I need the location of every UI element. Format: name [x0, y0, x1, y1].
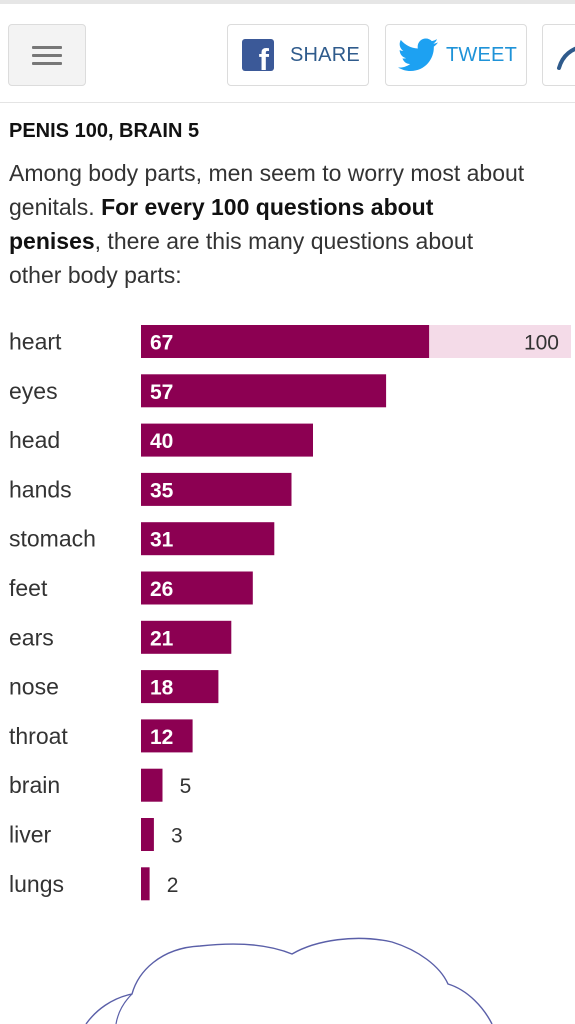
category-label-brain: brain	[9, 772, 60, 798]
menu-button[interactable]	[8, 24, 86, 86]
bar-lungs	[141, 867, 150, 901]
value-label-throat: 12	[150, 726, 173, 749]
more-share-icon	[557, 46, 575, 70]
cloud-illustration	[85, 937, 493, 1024]
bar-nose	[141, 670, 219, 704]
value-label-head: 40	[150, 430, 173, 453]
value-label-liver: 3	[171, 825, 183, 848]
bar-throat	[141, 719, 193, 753]
category-label-stomach: stomach	[9, 526, 96, 552]
value-label-lungs: 2	[167, 874, 179, 897]
intro-paragraph: Among body parts, men seem to worry most…	[9, 156, 529, 292]
bar-hands	[141, 472, 292, 506]
more-share-button[interactable]	[542, 24, 575, 86]
category-label-liver: liver	[9, 822, 52, 848]
intro-text-start: Among body parts, men seem to worry most…	[9, 160, 525, 220]
value-label-stomach: 31	[150, 529, 174, 552]
category-label-throat: throat	[9, 723, 68, 749]
bar-ears	[141, 620, 232, 654]
chart-heading: PENIS 100, BRAIN 5	[9, 120, 200, 142]
reference-label: 100	[524, 332, 559, 355]
share-toolbar: f SHARE TWEET	[0, 4, 575, 103]
bar-eyes	[141, 374, 387, 408]
category-label-nose: nose	[9, 674, 59, 700]
bar-heart	[141, 325, 430, 358]
bar-feet	[141, 571, 253, 605]
value-label-nose: 18	[150, 677, 174, 700]
category-label-feet: feet	[9, 575, 48, 601]
tweet-label: TWEET	[446, 43, 517, 66]
value-label-brain: 5	[180, 775, 192, 798]
category-label-hands: hands	[9, 476, 72, 502]
bar-head	[141, 423, 313, 457]
value-label-hands: 35	[150, 479, 174, 502]
twitter-share-button[interactable]: TWEET	[385, 24, 527, 86]
bar-stomach	[141, 522, 275, 556]
menu-icon	[32, 45, 62, 65]
facebook-share-button[interactable]: f SHARE	[227, 24, 369, 86]
category-label-lungs: lungs	[9, 871, 64, 897]
intro-text-bold: For every 100 questions about penises	[9, 194, 434, 254]
twitter-icon	[398, 38, 438, 71]
category-label-eyes: eyes	[9, 378, 58, 404]
bar-liver	[141, 818, 154, 851]
value-label-eyes: 57	[150, 381, 173, 404]
share-label: SHARE	[290, 43, 360, 66]
category-label-heart: heart	[9, 329, 62, 355]
category-label-ears: ears	[9, 624, 54, 650]
category-label-head: head	[9, 427, 60, 453]
facebook-icon: f	[242, 39, 274, 71]
bar-brain	[141, 768, 163, 802]
value-label-ears: 21	[150, 627, 174, 650]
top-border	[0, 0, 575, 4]
value-label-feet: 26	[150, 578, 173, 601]
intro-text-end: , there are this many questions about ot…	[9, 228, 474, 288]
value-label-heart: 67	[150, 332, 173, 355]
